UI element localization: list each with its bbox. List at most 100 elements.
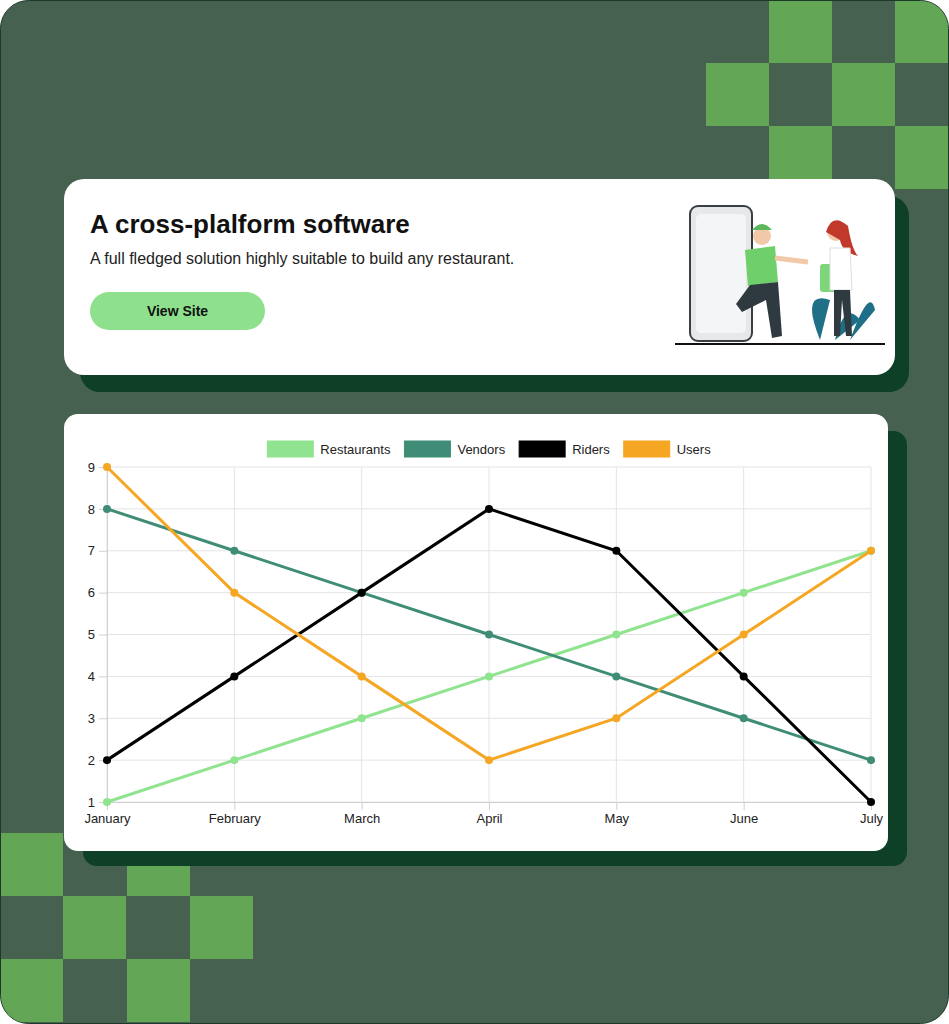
checker-square xyxy=(63,896,126,959)
series-point xyxy=(485,631,493,639)
checker-square xyxy=(706,63,769,126)
phone xyxy=(690,206,752,341)
x-tick-label: March xyxy=(344,811,380,826)
x-tick: February xyxy=(209,802,262,826)
series-point xyxy=(612,547,620,555)
y-tick-mark xyxy=(99,551,107,552)
x-tick-mark xyxy=(489,802,490,810)
x-tick: June xyxy=(730,802,758,826)
series-point xyxy=(230,672,238,680)
woman-legs xyxy=(834,290,852,336)
woman-shirt xyxy=(830,248,852,290)
y-axis-line xyxy=(99,468,108,803)
series-point xyxy=(485,756,493,764)
leaf xyxy=(812,298,830,340)
series-point xyxy=(358,589,366,597)
x-tick-label: February xyxy=(209,811,262,826)
grid-line xyxy=(871,467,872,802)
x-axis: January February March April May June July xyxy=(84,802,883,826)
series-point xyxy=(740,672,748,680)
grid xyxy=(107,467,871,802)
series-point xyxy=(103,505,111,513)
x-tick-mark xyxy=(362,802,363,810)
y-tick-label: 8 xyxy=(88,502,95,517)
y-tick: 7 xyxy=(88,543,107,558)
y-tick-label: 1 xyxy=(88,795,95,810)
legend: Restaurants Vendors Riders Users xyxy=(267,441,711,457)
y-tick-label: 4 xyxy=(88,669,95,684)
series-point xyxy=(612,631,620,639)
plot-marks xyxy=(103,463,875,806)
series-line xyxy=(107,467,871,760)
legend-label: Riders xyxy=(572,442,610,457)
x-tick: March xyxy=(344,802,380,826)
series-point xyxy=(867,547,875,555)
decoration xyxy=(1,1,948,1022)
series-point xyxy=(230,547,238,555)
checker-square xyxy=(769,1,832,63)
series-point xyxy=(230,756,238,764)
button-background[interactable] xyxy=(90,292,265,330)
series-point xyxy=(740,631,748,639)
ground xyxy=(675,343,885,345)
checker-square xyxy=(1,833,63,896)
y-tick-label: 3 xyxy=(88,711,95,726)
checker-square xyxy=(127,959,190,1022)
y-tick-mark xyxy=(99,635,107,636)
illustration xyxy=(675,206,885,344)
grid-line xyxy=(361,467,362,802)
legend-swatch xyxy=(519,441,565,457)
rider-shirt xyxy=(745,246,778,286)
legend-swatch xyxy=(404,441,450,457)
rider-cap xyxy=(752,224,772,230)
legend-label: Users xyxy=(677,442,711,457)
header-card xyxy=(64,179,895,375)
series-point xyxy=(867,547,875,555)
rider-arm xyxy=(775,258,808,262)
series-point xyxy=(612,672,620,680)
y-tick-mark xyxy=(99,676,107,677)
y-tick-mark xyxy=(99,718,107,719)
series-point xyxy=(103,463,111,471)
legend-swatch xyxy=(267,441,313,457)
checker-square xyxy=(895,1,948,63)
x-tick: May xyxy=(605,802,630,826)
y-tick-label: 2 xyxy=(88,753,95,768)
title: A cross-plalform software xyxy=(90,209,410,239)
series-line xyxy=(107,509,871,760)
y-tick-label: 9 xyxy=(88,460,95,475)
y-tick-label: 7 xyxy=(88,543,95,558)
legend-label: Vendors xyxy=(457,442,505,457)
series-line xyxy=(107,551,871,802)
legend-item: Riders xyxy=(519,441,610,457)
x-tick-mark xyxy=(234,802,235,810)
button-label[interactable]: View Site xyxy=(147,303,208,319)
y-tick-label: 6 xyxy=(88,585,95,600)
series-point xyxy=(485,672,493,680)
view-site-button[interactable]: View Site xyxy=(90,292,265,330)
legend-label: Restaurants xyxy=(320,442,391,457)
series-point xyxy=(230,589,238,597)
series-point xyxy=(867,756,875,764)
legend-item: Users xyxy=(624,441,711,457)
checker-square xyxy=(190,896,253,959)
x-tick: April xyxy=(476,802,502,826)
chart: 1 2 3 4 5 6 7 8 9 January February March April May Jun… xyxy=(84,441,883,826)
x-tick-label: January xyxy=(84,811,131,826)
grid-line xyxy=(234,467,235,802)
background xyxy=(1,1,949,1024)
y-tick: 6 xyxy=(88,585,107,600)
chart-card xyxy=(64,414,888,851)
page: A cross-plalform softwareA full fledged … xyxy=(0,0,949,1024)
y-tick: 4 xyxy=(88,669,107,684)
series-point xyxy=(612,714,620,722)
y-tick-mark xyxy=(99,593,107,594)
checker-square xyxy=(895,126,948,189)
series-point xyxy=(358,589,366,597)
legend-item: Restaurants xyxy=(267,441,391,457)
x-tick-label: April xyxy=(476,811,502,826)
rider-legs xyxy=(736,282,782,338)
x-tick-label: July xyxy=(860,811,884,826)
series-line xyxy=(107,509,871,802)
y-tick-label: 5 xyxy=(88,627,95,642)
